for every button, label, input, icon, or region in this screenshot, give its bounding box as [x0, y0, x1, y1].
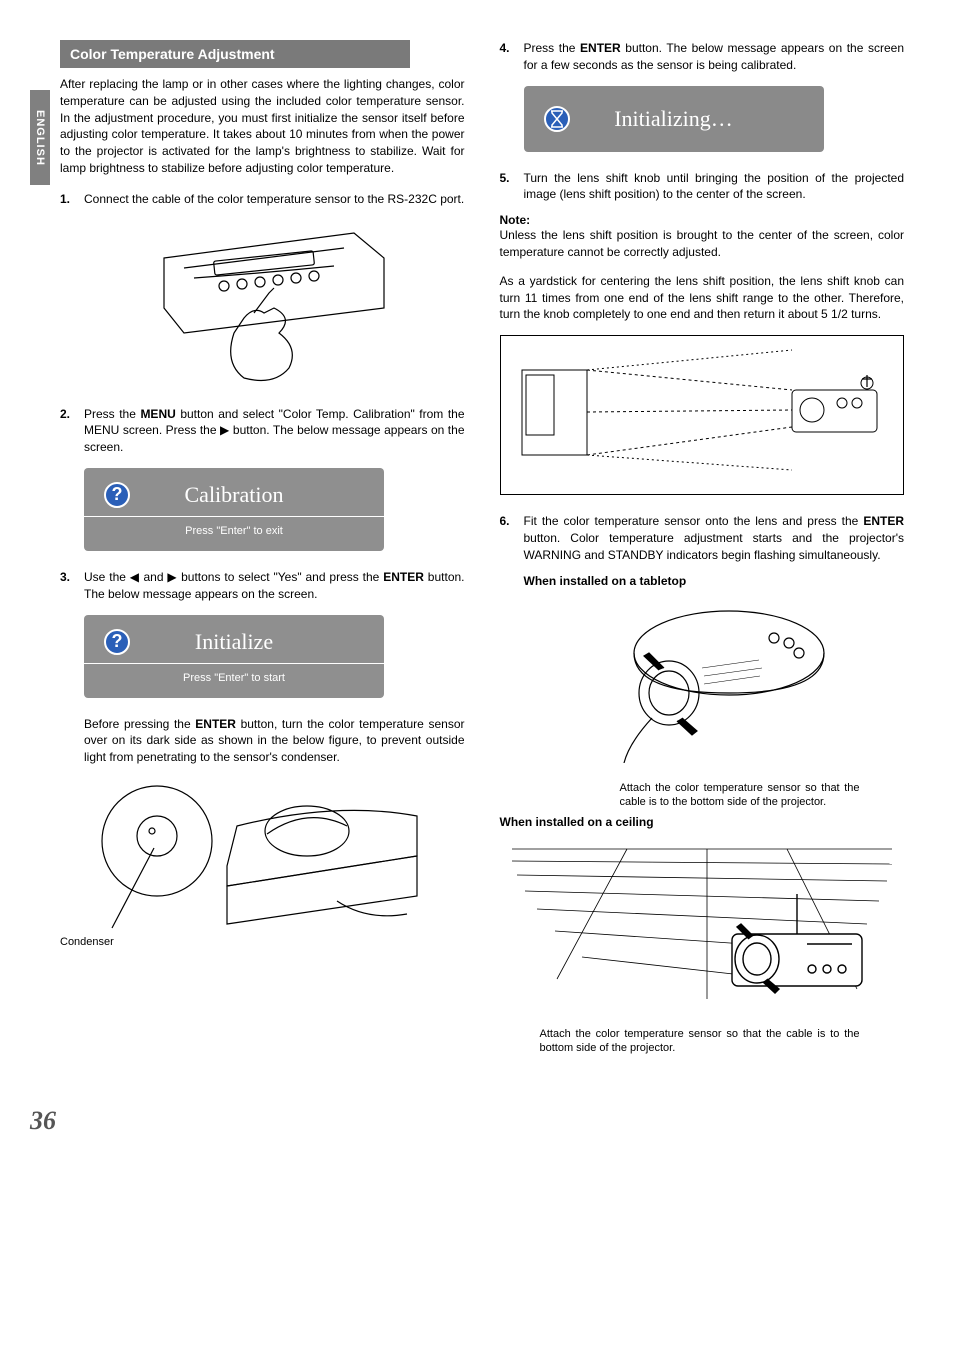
screen-title: Calibration: [185, 482, 284, 508]
diagram-tabletop: [524, 598, 905, 763]
step-number: 5.: [500, 170, 524, 204]
step-4: 4. Press the ENTER button. The below mes…: [500, 40, 905, 74]
step-text: Connect the cable of the color temperatu…: [84, 191, 465, 208]
right-column: 4. Press the ENTER button. The below mes…: [500, 40, 905, 1056]
diagram-ceiling: [500, 839, 905, 1009]
step-text: Press the MENU button and select "Color …: [84, 406, 465, 456]
screen-initialize: ? Initialize Press "Enter" to start: [84, 615, 384, 698]
step-number: 1.: [60, 191, 84, 208]
note-text: As a yardstick for centering the lens sh…: [500, 273, 905, 323]
section-header: Color Temperature Adjustment: [60, 40, 410, 68]
tabletop-caption: Attach the color temperature sensor so t…: [620, 781, 860, 810]
step-number: 6.: [500, 513, 524, 563]
left-column: Color Temperature Adjustment After repla…: [60, 40, 465, 1056]
intro-text: After replacing the lamp or in other cas…: [60, 76, 465, 177]
hourglass-icon: [544, 106, 570, 132]
ceiling-label: When installed on a ceiling: [500, 815, 905, 829]
step-text: Press the ENTER button. The below messag…: [524, 40, 905, 74]
ceiling-caption: Attach the color temperature sensor so t…: [540, 1027, 860, 1056]
diagram-condenser: Condenser: [60, 776, 465, 956]
note-text: Unless the lens shift position is brough…: [500, 227, 905, 261]
question-icon: ?: [104, 629, 130, 655]
step-text: Turn the lens shift knob until bringing …: [524, 170, 905, 204]
screen-initializing: Initializing…: [524, 86, 824, 152]
step-2: 2. Press the MENU button and select "Col…: [60, 406, 465, 456]
step-5: 5. Turn the lens shift knob until bringi…: [500, 170, 905, 204]
step-1: 1. Connect the cable of the color temper…: [60, 191, 465, 208]
screen-subtitle: Press "Enter" to exit: [84, 517, 384, 551]
step-text: Fit the color temperature sensor onto th…: [524, 513, 905, 563]
diagram-lens-shift: [500, 335, 905, 495]
language-tab: ENGLISH: [30, 90, 50, 185]
condenser-label: Condenser: [60, 936, 114, 948]
step-number: 3.: [60, 569, 84, 603]
note-label: Note:: [500, 213, 905, 227]
screen-subtitle: Press "Enter" to start: [84, 664, 384, 698]
screen-title: Initializing…: [614, 106, 733, 132]
page-number: 36: [30, 1106, 904, 1136]
diagram-cable-connection: [84, 218, 465, 388]
screen-title: Initialize: [195, 629, 273, 655]
tabletop-label: When installed on a tabletop: [524, 574, 905, 588]
step-6: 6. Fit the color temperature sensor onto…: [500, 513, 905, 563]
continued-text: Before pressing the ENTER button, turn t…: [84, 716, 465, 766]
step-3: 3. Use the ◀ and ▶ buttons to select "Ye…: [60, 569, 465, 603]
step-number: 4.: [500, 40, 524, 74]
step-text: Use the ◀ and ▶ buttons to select "Yes" …: [84, 569, 465, 603]
step-number: 2.: [60, 406, 84, 456]
screen-calibration: ? Calibration Press "Enter" to exit: [84, 468, 384, 551]
question-icon: ?: [104, 482, 130, 508]
